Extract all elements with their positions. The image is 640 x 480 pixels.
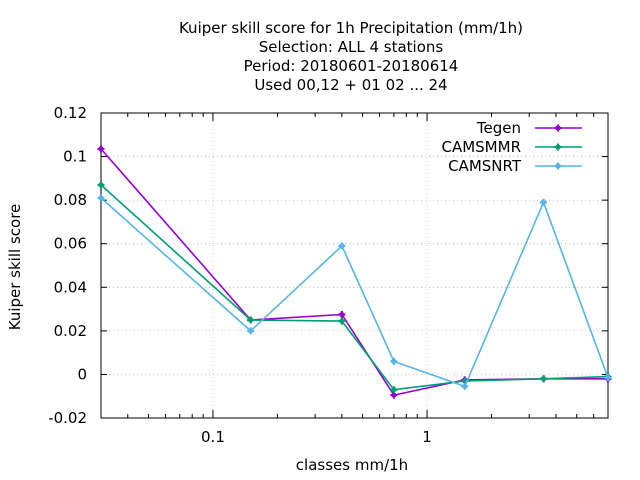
data-point-camsnrt bbox=[390, 357, 398, 365]
marker-core bbox=[462, 384, 467, 389]
data-point-camsmmr bbox=[338, 317, 346, 325]
marker-core bbox=[391, 387, 396, 392]
y-tick-label: 0.02 bbox=[54, 322, 87, 340]
data-point-camsmmr bbox=[540, 375, 548, 383]
marker-core bbox=[556, 126, 560, 130]
marker-core bbox=[541, 200, 546, 205]
series-line-camsnrt bbox=[100, 197, 609, 388]
y-tick-label: 0.04 bbox=[54, 278, 87, 296]
data-point-tegen bbox=[338, 311, 346, 319]
data-point-camsmmr bbox=[247, 316, 255, 324]
legend-label: CAMSNRT bbox=[448, 157, 522, 175]
legend-marker bbox=[554, 162, 562, 170]
marker-core bbox=[99, 146, 103, 151]
plot-frame bbox=[100, 112, 609, 419]
data-point-camsmmr bbox=[390, 386, 398, 394]
legend-label: Tegen bbox=[476, 119, 521, 137]
grid bbox=[101, 113, 608, 418]
x-axis-label: classes mm/1h bbox=[296, 456, 408, 474]
data-point-camsnrt bbox=[540, 198, 548, 206]
data-point-tegen bbox=[97, 145, 105, 153]
data-point-camsnrt bbox=[97, 194, 105, 202]
marker-core bbox=[339, 312, 344, 317]
data-point-camsnrt bbox=[604, 374, 612, 382]
y-tick-label: 0.08 bbox=[54, 191, 87, 209]
marker-core bbox=[541, 376, 546, 381]
data-point-camsnrt bbox=[338, 242, 346, 250]
marker-core bbox=[391, 359, 396, 364]
axes: -0.02 0 0.02 0.04 0.06 0.08 0.1 0.12 0.1 1 bbox=[48, 104, 609, 446]
data-point-camsnrt bbox=[461, 382, 469, 390]
legend-marker bbox=[554, 143, 562, 151]
chart-title: Kuiper skill score for 1h Precipitation … bbox=[179, 19, 523, 94]
marker-core bbox=[99, 195, 103, 200]
marker-core bbox=[556, 164, 560, 168]
title-line: Period: 20180601-20180614 bbox=[244, 57, 459, 75]
marker-core bbox=[248, 317, 253, 322]
marker-core bbox=[339, 243, 344, 248]
legend-marker bbox=[554, 124, 562, 132]
title-line: Selection: ALL 4 stations bbox=[259, 38, 444, 56]
series-lines bbox=[97, 145, 612, 399]
y-tick-label: 0.12 bbox=[54, 104, 87, 122]
marker-core bbox=[606, 375, 610, 380]
data-point-camsmmr bbox=[97, 181, 105, 189]
marker-core bbox=[391, 393, 396, 398]
marker-core bbox=[339, 319, 344, 324]
marker-core bbox=[99, 182, 103, 187]
legend-label: CAMSMMR bbox=[441, 138, 521, 156]
y-tick-label: -0.02 bbox=[48, 409, 87, 427]
x-tick-label: 1 bbox=[422, 428, 432, 446]
data-point-camsnrt bbox=[247, 327, 255, 335]
marker-core bbox=[248, 328, 253, 333]
marker-core bbox=[556, 145, 560, 149]
marker-core bbox=[462, 378, 467, 383]
y-tick-label: 0.1 bbox=[63, 148, 87, 166]
y-tick-label: 0 bbox=[77, 365, 87, 383]
x-tick-label: 0.1 bbox=[201, 428, 225, 446]
y-tick-label: 0.06 bbox=[54, 235, 87, 253]
title-line: Kuiper skill score for 1h Precipitation … bbox=[179, 19, 523, 37]
title-line: Used 00,12 + 01 02 ... 24 bbox=[254, 76, 447, 94]
y-axis-label: Kuiper skill score bbox=[6, 204, 24, 331]
